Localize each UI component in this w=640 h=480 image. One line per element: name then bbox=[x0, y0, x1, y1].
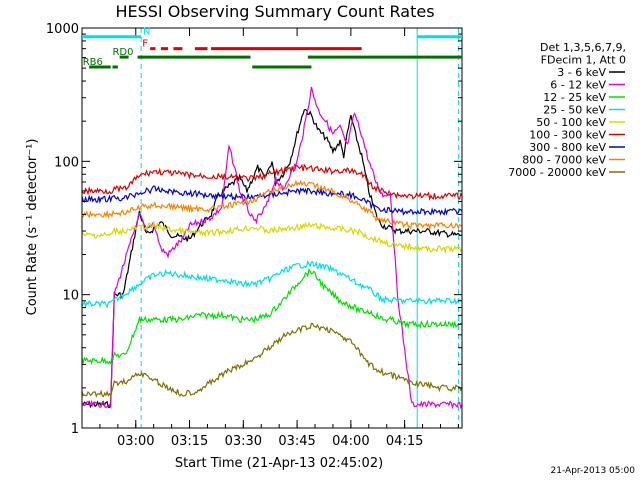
series-2 bbox=[81, 267, 463, 366]
series-4 bbox=[81, 220, 463, 254]
plot-frame bbox=[81, 27, 463, 429]
legend-label-8: 7000 - 20000 keV bbox=[508, 166, 606, 179]
legend-label-1: 6 - 12 keV bbox=[550, 79, 606, 92]
x-tick-label-3: 03:45 bbox=[278, 434, 315, 449]
x-tick-label-5: 04:15 bbox=[386, 434, 423, 449]
x-tick-label-0: 03:00 bbox=[117, 434, 154, 449]
footer-timestamp: 21-Apr-2013 05:00 bbox=[551, 466, 636, 476]
x-tick-label-2: 03:30 bbox=[225, 434, 262, 449]
legend-header-0: Det 1,3,5,6,7,9, bbox=[540, 41, 626, 54]
status-flags: NF RD0 RB6 bbox=[82, 27, 462, 69]
flag-label-3: RB6 bbox=[83, 57, 103, 68]
series-line-5 bbox=[81, 163, 463, 201]
x-tick-label-4: 04:00 bbox=[332, 434, 369, 449]
y-tick-label-3: 1000 bbox=[46, 22, 79, 37]
series-line-1 bbox=[81, 86, 463, 410]
series-5 bbox=[81, 163, 463, 201]
flag-label-2: RD0 bbox=[112, 47, 133, 58]
series-line-3 bbox=[81, 259, 463, 309]
series-line-0 bbox=[81, 108, 463, 409]
legend: Det 1,3,5,6,7,9,FDecim 1, Att 03 - 6 keV… bbox=[508, 41, 626, 179]
x-tick-label-1: 03:15 bbox=[171, 434, 208, 449]
flag-label-1: F bbox=[142, 39, 148, 50]
legend-label-2: 12 - 25 keV bbox=[543, 91, 606, 104]
legend-label-0: 3 - 6 keV bbox=[557, 66, 606, 79]
legend-label-3: 25 - 50 keV bbox=[543, 104, 606, 117]
flag-label-0: N bbox=[143, 27, 150, 38]
y-tick-label-1: 10 bbox=[62, 289, 79, 304]
series-7 bbox=[81, 179, 463, 231]
plot-area bbox=[81, 28, 463, 428]
legend-label-7: 800 - 7000 keV bbox=[522, 154, 606, 167]
series-8 bbox=[81, 322, 463, 398]
x-axis-label: Start Time (21-Apr-13 02:45:02) bbox=[175, 456, 383, 471]
y-axis-label: Count Rate (s⁻¹ detector⁻¹) bbox=[25, 139, 40, 316]
series-line-7 bbox=[81, 179, 463, 231]
legend-label-6: 300 - 800 keV bbox=[529, 141, 606, 154]
chart-title: HESSI Observing Summary Count Rates bbox=[115, 2, 434, 21]
series-1 bbox=[81, 86, 463, 410]
y-tick-label-0: 1 bbox=[71, 422, 79, 437]
series-line-8 bbox=[81, 322, 463, 398]
y-tick-label-2: 100 bbox=[54, 155, 79, 170]
series-line-4 bbox=[81, 220, 463, 254]
legend-label-5: 100 - 300 keV bbox=[529, 129, 606, 142]
axis-ticks: 03:00 03:15 03:30 03:45 04:00 04:15 1 10 100 1000 bbox=[46, 22, 462, 449]
series-0 bbox=[81, 108, 463, 409]
legend-header-1: FDecim 1, Att 0 bbox=[541, 54, 626, 67]
series-line-2 bbox=[81, 267, 463, 366]
series-3 bbox=[81, 259, 463, 309]
legend-label-4: 50 - 100 keV bbox=[536, 116, 606, 129]
